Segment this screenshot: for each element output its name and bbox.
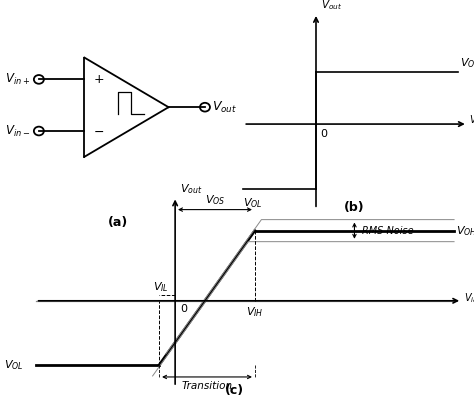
Text: $V_{OH}$: $V_{OH}$ <box>460 56 474 70</box>
Text: $+$: $+$ <box>93 73 105 86</box>
Text: $V_{IL}$: $V_{IL}$ <box>154 280 169 294</box>
Text: $V_{out}$: $V_{out}$ <box>321 0 342 12</box>
Text: $V_{out}$: $V_{out}$ <box>180 182 202 196</box>
Text: $V_{in+}$: $V_{in+}$ <box>5 72 30 87</box>
Text: 0: 0 <box>180 304 187 314</box>
Text: RMS Noise: RMS Noise <box>363 225 414 236</box>
Text: $V_{in+}-V_{in+}$: $V_{in+}-V_{in+}$ <box>469 113 474 127</box>
Text: $V_{ia+}-V_{in+}$: $V_{ia+}-V_{in+}$ <box>464 291 474 304</box>
Text: Transition: Transition <box>182 381 233 391</box>
Text: $V_{in-}$: $V_{in-}$ <box>5 123 30 139</box>
Text: (c): (c) <box>225 384 245 397</box>
Text: 0: 0 <box>320 129 327 139</box>
Text: $V_{OL}$: $V_{OL}$ <box>4 358 24 372</box>
Text: $-$: $-$ <box>93 125 105 137</box>
Text: $V_{OH}$: $V_{OH}$ <box>456 224 474 237</box>
Text: $V_{OL}$: $V_{OL}$ <box>243 196 263 210</box>
Text: (a): (a) <box>109 216 128 229</box>
Text: $V_{OS}$: $V_{OS}$ <box>205 193 225 206</box>
Text: (b): (b) <box>344 201 364 214</box>
Text: $V_{IH}$: $V_{IH}$ <box>246 305 264 319</box>
Text: $V_{out}$: $V_{out}$ <box>212 100 237 115</box>
